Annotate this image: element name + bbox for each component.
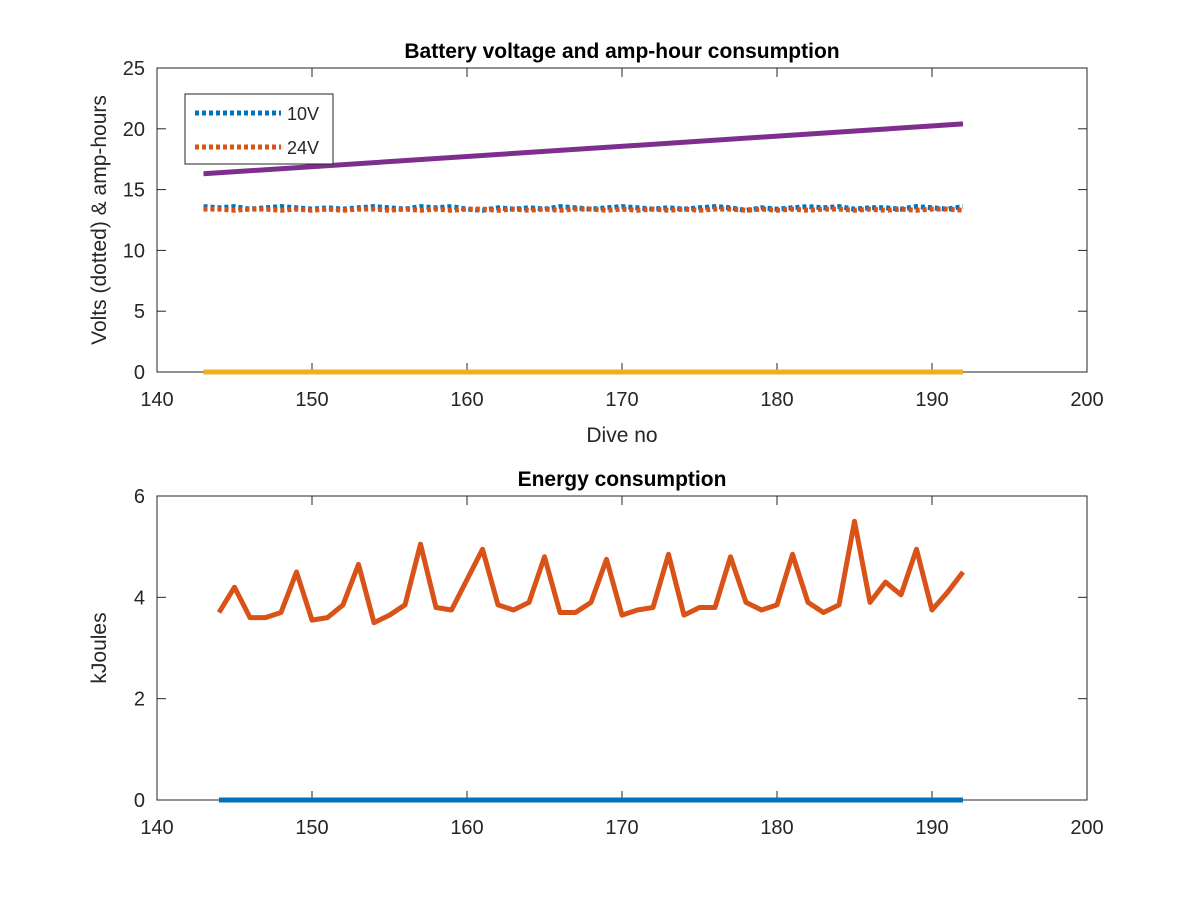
- legend-label-24v: 24V: [287, 138, 319, 158]
- bottom-x-tick-label: 150: [295, 817, 328, 839]
- legend-box: [184, 93, 334, 165]
- bottom-plot-box: [156, 495, 1088, 801]
- bottom-y-tick-label: 2: [134, 689, 145, 711]
- top-x-tick-label: 160: [450, 389, 483, 411]
- top-x-axis-label: Dive no: [586, 424, 657, 447]
- top-y-tick-label: 25: [123, 58, 145, 80]
- bottom-series-1-line: [216, 518, 965, 626]
- bottom-y-axis-label: kJoules: [88, 612, 111, 683]
- top-legend: 10V 24V: [184, 93, 334, 165]
- top-x-tick-label: 200: [1070, 389, 1103, 411]
- top-y-tick-label: 15: [123, 180, 145, 202]
- bottom-x-tick-label: 140: [140, 817, 173, 839]
- top-series-4-line: [203, 121, 964, 177]
- top-chart-title: Battery voltage and amp-hour consumption: [404, 40, 839, 63]
- top-x-tick-label: 170: [605, 389, 638, 411]
- top-axes: 140 150 160 170 180 190 200 0 5 10 15 20 25 Battery v…: [88, 40, 1104, 447]
- bottom-y-tick-label: 0: [134, 790, 145, 812]
- top-x-tick-label: 180: [760, 389, 793, 411]
- bottom-x-tick-label: 160: [450, 817, 483, 839]
- bottom-axes: 140 150 160 170 180 190 200 0 2 4 6 Energy consumpt…: [88, 468, 1104, 839]
- legend-label-10v: 10V: [287, 104, 319, 124]
- bottom-y-tick-label: 4: [134, 587, 145, 609]
- bottom-y-tick-label: 6: [134, 486, 145, 508]
- top-series-24v-line: [203, 206, 964, 213]
- bottom-x-tick-label: 200: [1070, 817, 1103, 839]
- top-x-tick-label: 140: [140, 389, 173, 411]
- bottom-chart-title: Energy consumption: [518, 468, 727, 491]
- top-x-tick-label: 190: [915, 389, 948, 411]
- bottom-x-tick-label: 170: [605, 817, 638, 839]
- bottom-x-tick-label: 190: [915, 817, 948, 839]
- top-y-tick-label: 5: [134, 301, 145, 323]
- bottom-x-tick-label: 180: [760, 817, 793, 839]
- top-y-tick-label: 20: [123, 119, 145, 141]
- top-y-tick-label: 0: [134, 362, 145, 384]
- top-y-axis-label: Volts (dotted) & amp-hours: [88, 95, 111, 345]
- top-y-tick-label: 10: [123, 240, 145, 262]
- top-x-tick-label: 150: [295, 389, 328, 411]
